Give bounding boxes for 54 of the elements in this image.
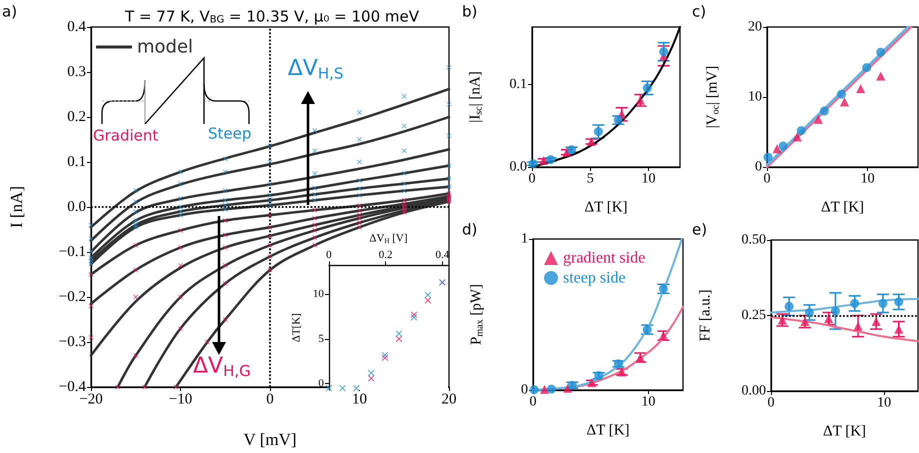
text: a) xyxy=(2,2,18,20)
y-tick-label: 0.0 xyxy=(67,199,86,215)
y-tick-label: 0.3 xyxy=(67,64,86,80)
y-tick-label: 20 xyxy=(748,20,762,34)
y-axis-title: FF [a.u.] xyxy=(698,289,714,342)
y-tick-label: 0.1 xyxy=(67,154,86,170)
y-tick-label: −0.2 xyxy=(58,289,86,305)
text: d) xyxy=(462,220,478,238)
legend-label: model xyxy=(137,36,194,58)
x-tick-label: 0 xyxy=(326,248,332,261)
text: b) xyxy=(462,2,478,20)
x-tick-label: 0.4 xyxy=(435,248,450,261)
x-axis-title: ΔT [K] xyxy=(820,200,864,216)
y-tick-label: 0.4 xyxy=(67,19,86,35)
y-axis-title: I [nA] xyxy=(7,186,26,228)
x-axis-title: ΔT [K] xyxy=(584,200,628,216)
x-axis-title: ΔT [K] xyxy=(822,424,866,440)
legend-label: steep side xyxy=(563,270,626,286)
x-tick-label: 10 xyxy=(860,172,875,186)
y-tick-label: 10 xyxy=(312,288,324,300)
y-tick-label: 1 xyxy=(521,232,528,246)
annotation: Steep xyxy=(208,124,252,142)
y-tick-label: 0.0 xyxy=(510,160,527,174)
legend-label: gradient side xyxy=(563,250,646,266)
chart-title: T = 77 K, VBG = 10.35 V, μ₀ = 100 meV xyxy=(124,8,420,26)
y-tick-label: 0.2 xyxy=(67,109,86,125)
y-tick-label: 0.00 xyxy=(742,384,766,398)
y-tick-label: 0.25 xyxy=(742,308,766,323)
x-axis-title: V [mV] xyxy=(243,430,297,449)
x-tick-label: 10 xyxy=(642,172,656,186)
y-tick-label: −0.3 xyxy=(58,334,86,350)
y-axis-title: Pmax [pW] xyxy=(468,284,486,345)
y-tick-label: −0.1 xyxy=(58,244,86,260)
x-tick-label: 10 xyxy=(877,396,892,410)
x-tick-label: 0.2 xyxy=(378,248,392,261)
y-tick-label: 0 xyxy=(755,160,762,174)
x-tick-label: 20 xyxy=(442,392,456,408)
x-tick-label: 0 xyxy=(266,392,274,408)
y-tick-label: 0.50 xyxy=(742,232,766,248)
x-tick-label: 10 xyxy=(352,392,367,408)
annotation: Gradient xyxy=(93,126,158,144)
text: e) xyxy=(692,220,708,238)
x-tick-label: 10 xyxy=(641,394,656,410)
y-tick-label: 10 xyxy=(748,90,762,104)
x-tick-label: 5 xyxy=(586,172,594,186)
y-axis-title: ΔT[K] xyxy=(290,313,302,342)
x-axis-title: ΔT [K] xyxy=(586,422,630,438)
y-axis-title: |Voc| [mV] xyxy=(704,66,722,128)
y-tick-label: 0 xyxy=(318,378,324,390)
y-tick-label: 5 xyxy=(318,332,324,345)
y-tick-label: 0.1 xyxy=(510,77,527,92)
x-tick-label: −10 xyxy=(168,392,192,408)
y-axis-title: |Isc| [nA] xyxy=(468,71,484,123)
text: c) xyxy=(692,2,706,20)
